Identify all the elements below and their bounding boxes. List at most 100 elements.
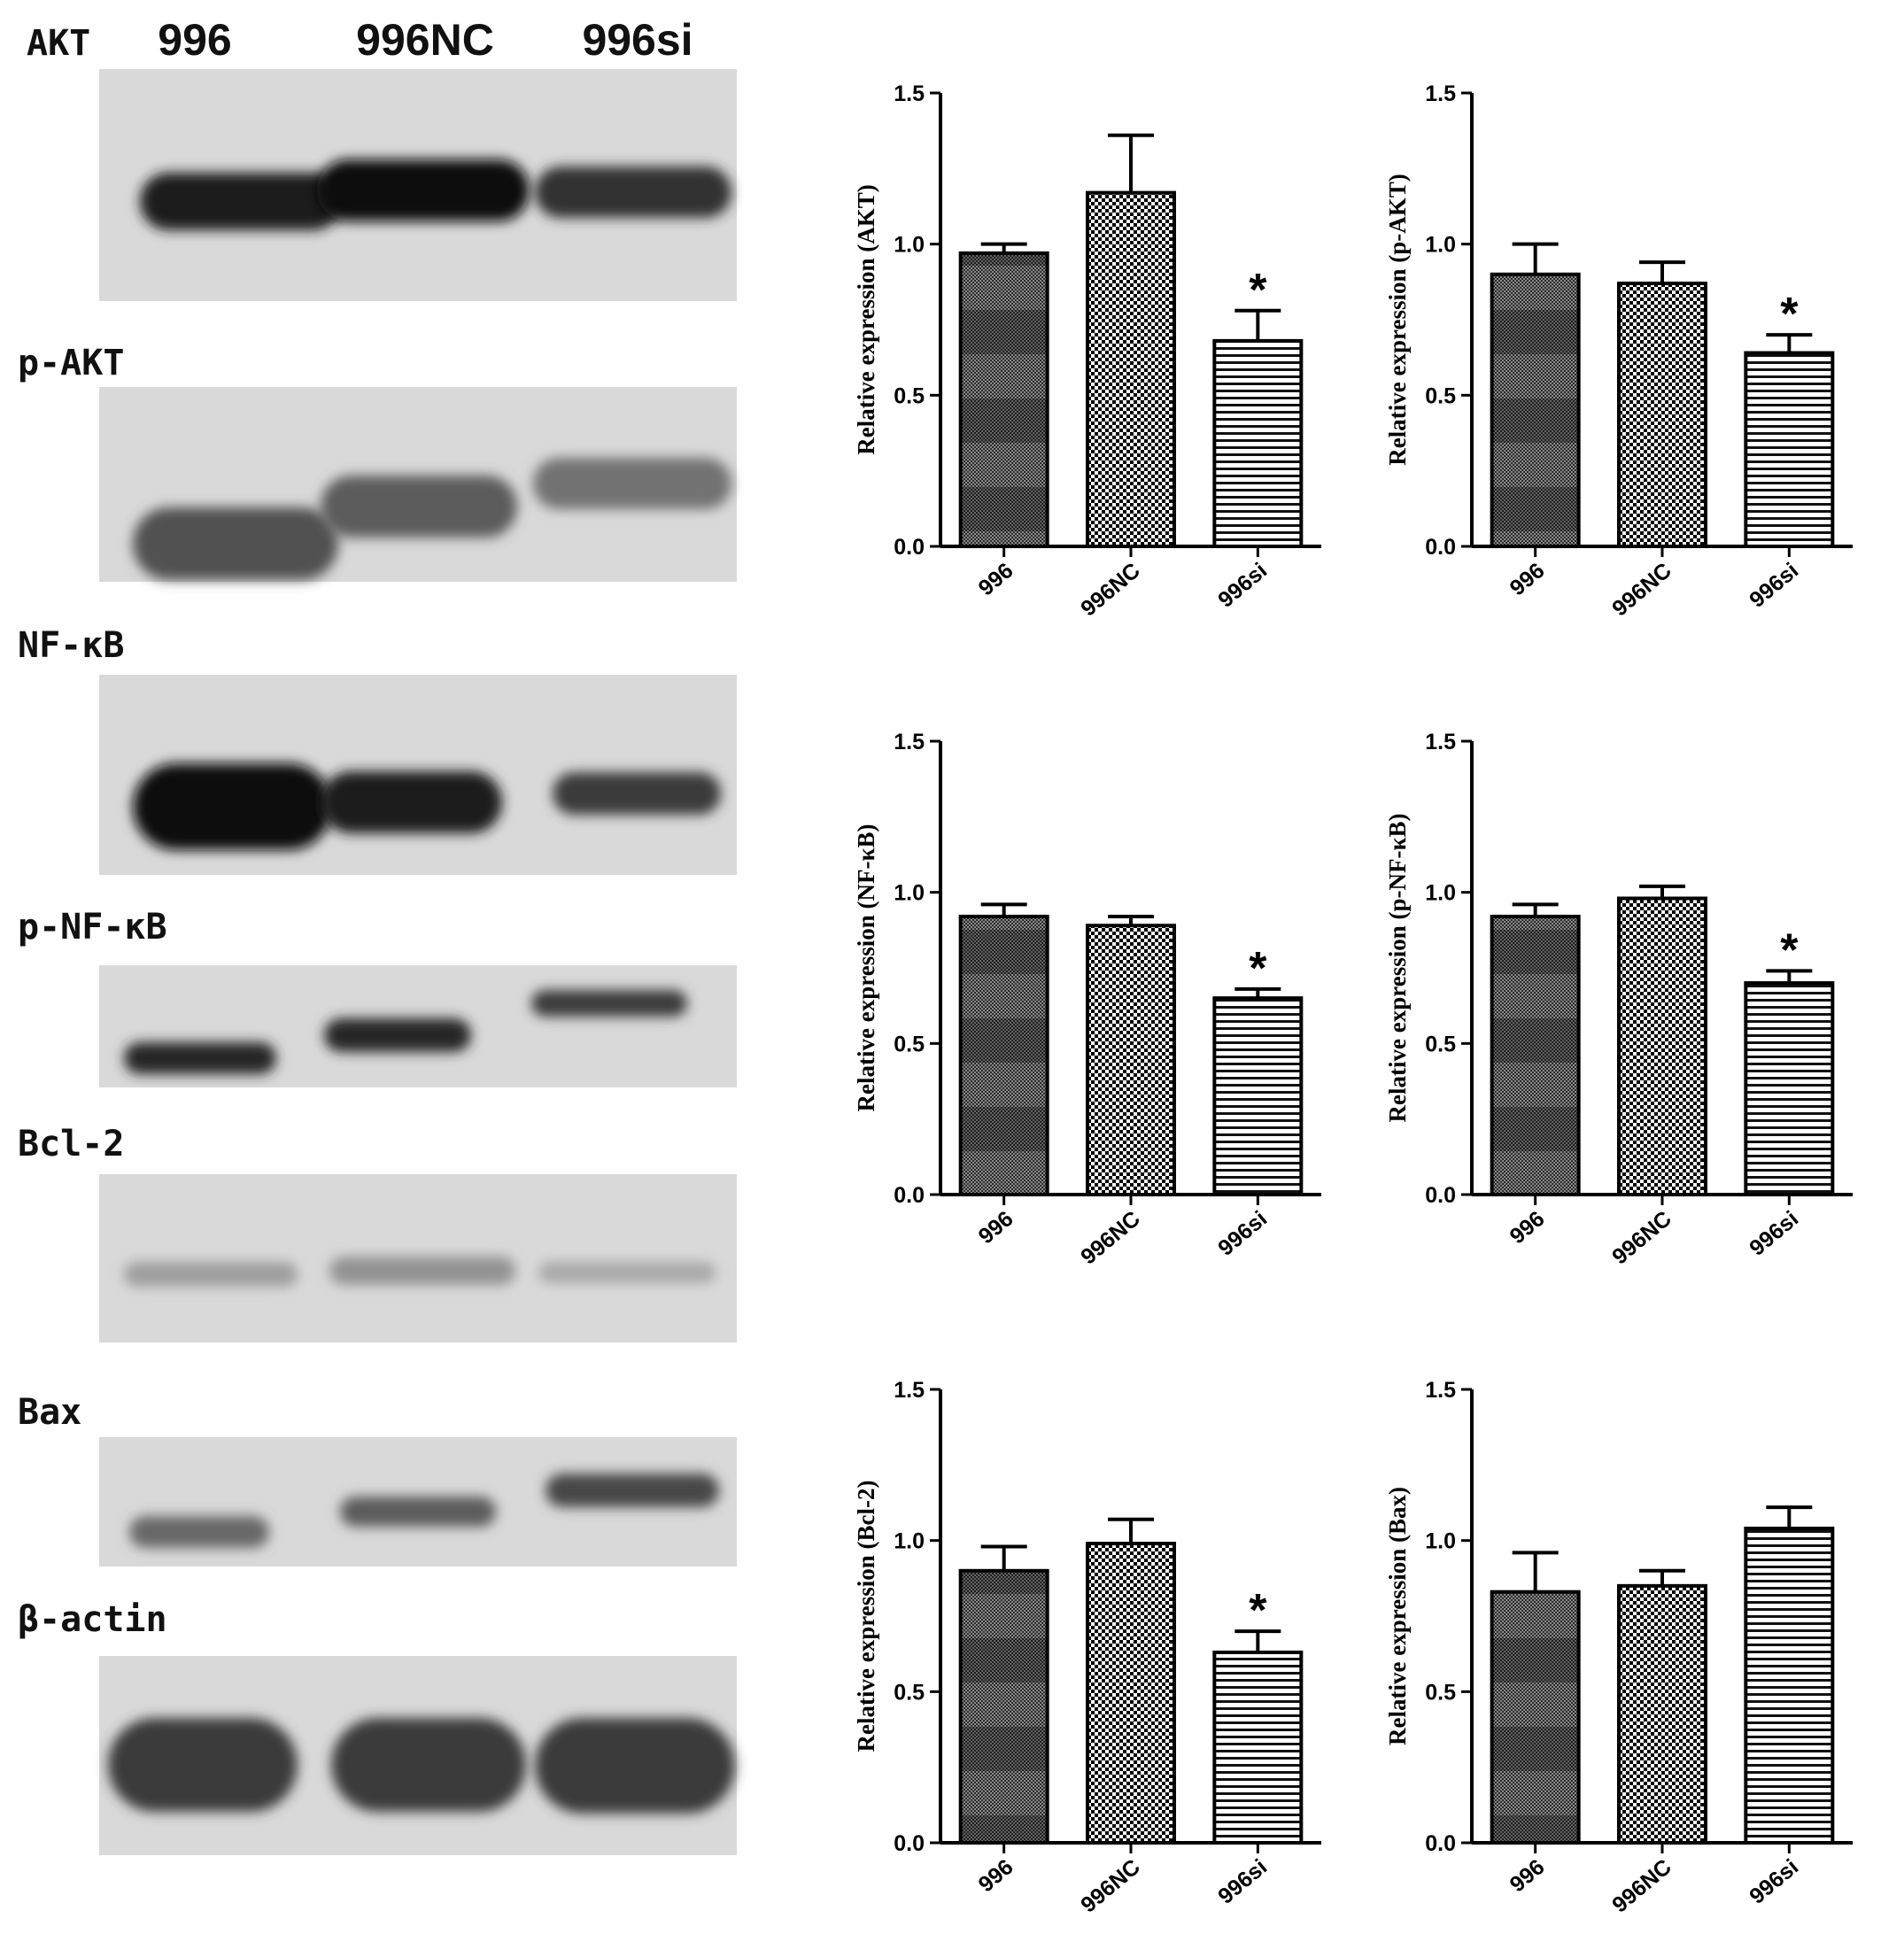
- chart-nf-kb: 0.0 0.5 1.0 1.5 Relative expression (NF-κB) 9…: [853, 730, 1321, 1270]
- y-tick-label-p-akt: 1.5: [1425, 81, 1456, 106]
- y-tick-label-p-akt: 1.0: [1425, 233, 1456, 258]
- y-tick-label-p-nf-kb: 1.0: [1425, 881, 1456, 906]
- bar-charts-figure: 0.0 0.5 1.0 1.5 Relative expression (AKT) 996…: [853, 81, 1853, 1918]
- bar-shading-bcl-2-996: [960, 1570, 1048, 1843]
- significance-marker-p-akt-996si: *: [1780, 289, 1799, 340]
- blot-band-nf-kb-996nc: [321, 771, 502, 833]
- blot-band-beta-actin-996nc: [331, 1718, 526, 1812]
- bar-akt-996si: [1214, 340, 1302, 546]
- bar-bax-996nc: [1619, 1585, 1706, 1843]
- y-axis-title-bcl-2: Relative expression (Bcl-2): [853, 1481, 879, 1752]
- y-axis-title-akt: Relative expression (AKT): [853, 184, 879, 454]
- x-tick-label-bcl-2-996nc: 996NC: [1076, 1854, 1145, 1917]
- bar-nf-kb-996si: [1214, 998, 1302, 1195]
- blot-band-p-akt-996nc: [321, 476, 517, 538]
- x-tick-label-p-nf-kb-996: 996: [1505, 1206, 1550, 1249]
- blot-band-beta-actin-996si: [535, 1718, 735, 1814]
- x-tick-label-bcl-2-996: 996: [974, 1854, 1018, 1897]
- chart-bax: 0.0 0.5 1.0 1.5 Relative expression (Bax) 996…: [1384, 1378, 1853, 1918]
- bar-shading-p-akt-996: [1491, 274, 1579, 546]
- blot-band-p-nf-kb-996: [124, 1042, 276, 1074]
- bar-nf-kb-996nc: [1087, 925, 1174, 1195]
- bar-akt-996nc: [1087, 192, 1174, 546]
- blot-band-nf-kb-996si: [553, 772, 721, 815]
- y-axis-title-p-nf-kb: Relative expression (p-NF-κB): [1384, 814, 1411, 1123]
- chart-p-akt: 0.0 0.5 1.0 1.5 Relative expression (p-AKT) 9…: [1384, 81, 1853, 622]
- bar-bax-996si: [1745, 1528, 1833, 1843]
- chart-bcl-2: 0.0 0.5 1.0 1.5 Relative expression (Bcl-2) 9…: [853, 1378, 1321, 1918]
- significance-marker-bcl-2-996si: *: [1249, 1585, 1267, 1636]
- x-tick-label-bax-996: 996: [1505, 1854, 1550, 1897]
- x-tick-label-p-nf-kb-996si: 996si: [1745, 1206, 1803, 1261]
- x-tick-label-p-akt-996nc: 996NC: [1607, 558, 1676, 621]
- x-tick-label-p-nf-kb-996nc: 996NC: [1607, 1206, 1676, 1269]
- y-tick-label-p-nf-kb: 0.5: [1425, 1032, 1456, 1056]
- chart-akt: 0.0 0.5 1.0 1.5 Relative expression (AKT) 996…: [853, 81, 1321, 622]
- blot-band-akt-996si: [535, 166, 731, 218]
- y-tick-label-nf-kb: 1.0: [894, 881, 925, 906]
- blot-band-akt-996nc: [317, 159, 530, 221]
- x-tick-label-akt-996si: 996si: [1213, 558, 1272, 613]
- blot-label-bcl-2: Bcl-2: [18, 1124, 124, 1164]
- x-tick-label-p-akt-996si: 996si: [1745, 558, 1803, 613]
- blot-band-akt-996: [140, 173, 342, 230]
- significance-marker-akt-996si: *: [1249, 265, 1267, 316]
- y-tick-label-nf-kb: 0.0: [894, 1183, 925, 1208]
- y-tick-label-akt: 0.0: [894, 535, 925, 560]
- bar-shading-akt-996: [960, 252, 1048, 546]
- y-tick-label-bcl-2: 1.5: [894, 1378, 925, 1403]
- y-tick-label-akt: 1.0: [894, 233, 925, 258]
- y-tick-label-bax: 1.5: [1425, 1378, 1456, 1403]
- y-tick-label-bcl-2: 1.0: [894, 1529, 925, 1554]
- y-tick-label-p-nf-kb: 0.0: [1425, 1183, 1456, 1208]
- x-tick-label-bax-996si: 996si: [1745, 1854, 1803, 1909]
- y-tick-label-akt: 1.5: [894, 81, 925, 106]
- blot-label-nf-kb: NF-κB: [18, 625, 124, 666]
- bar-charts-panel: 0.0 0.5 1.0 1.5 Relative expression (AKT) 996…: [797, 0, 1904, 1930]
- x-tick-label-nf-kb-996si: 996si: [1213, 1206, 1272, 1261]
- bar-bcl-2-996nc: [1087, 1543, 1174, 1843]
- bar-bcl-2-996si: [1214, 1652, 1302, 1843]
- blot-label-bax: Bax: [18, 1392, 81, 1433]
- y-tick-label-p-akt: 0.0: [1425, 535, 1456, 560]
- significance-marker-nf-kb-996si: *: [1249, 943, 1267, 994]
- x-tick-label-bcl-2-996si: 996si: [1213, 1854, 1272, 1909]
- blot-band-bax-996: [129, 1516, 269, 1548]
- y-tick-label-nf-kb: 1.5: [894, 730, 925, 754]
- blot-band-bax-996nc: [340, 1497, 496, 1527]
- y-tick-label-nf-kb: 0.5: [894, 1032, 925, 1056]
- x-tick-label-bax-996nc: 996NC: [1607, 1854, 1676, 1917]
- y-axis-title-nf-kb: Relative expression (NF-κB): [853, 824, 879, 1112]
- lane-label-996nc: 996NC: [356, 15, 494, 65]
- y-tick-label-bax: 1.0: [1425, 1529, 1456, 1554]
- x-tick-label-akt-996: 996: [974, 558, 1018, 600]
- x-tick-label-akt-996nc: 996NC: [1076, 558, 1145, 621]
- bar-shading-bax-996: [1491, 1591, 1579, 1843]
- blot-band-bcl-2-996si: [538, 1262, 716, 1283]
- y-tick-label-bax: 0.5: [1425, 1680, 1456, 1705]
- blot-band-p-nf-kb-996nc: [324, 1018, 471, 1052]
- blot-label-p-nf-kb: p-NF-κB: [18, 907, 167, 948]
- blot-label-p-akt: p-AKT: [18, 343, 124, 383]
- bar-p-nf-kb-996si: [1745, 983, 1833, 1195]
- blot-band-p-nf-kb-996si: [531, 990, 687, 1017]
- bar-p-nf-kb-996nc: [1619, 898, 1706, 1195]
- bar-shading-p-nf-kb-996: [1491, 916, 1579, 1195]
- y-axis-title-bax: Relative expression (Bax): [1384, 1487, 1411, 1745]
- blot-band-bax-996si: [546, 1474, 719, 1507]
- x-tick-label-p-akt-996: 996: [1505, 558, 1550, 600]
- blot-band-p-akt-996: [133, 507, 338, 580]
- western-blot-panel: 996 996NC 996si AKT p-AKT NF-κB p-NF-κB Bcl-2 Ba…: [0, 0, 797, 1930]
- blot-band-nf-kb-996: [133, 763, 332, 850]
- western-blot-figure: 996 996NC 996si AKT p-AKT NF-κB p-NF-κB Bcl-2 Ba…: [18, 15, 737, 1855]
- bar-p-akt-996si: [1745, 352, 1833, 546]
- y-tick-label-bcl-2: 0.5: [894, 1680, 925, 1705]
- blot-band-p-akt-996si: [533, 458, 731, 509]
- y-tick-label-bax: 0.0: [1425, 1831, 1456, 1856]
- blot-label-akt: AKT: [27, 23, 90, 64]
- y-axis-title-p-akt: Relative expression (p-AKT): [1384, 174, 1411, 465]
- blot-label-beta-actin: β-actin: [18, 1599, 167, 1640]
- y-tick-label-akt: 0.5: [894, 383, 925, 408]
- significance-marker-p-nf-kb-996si: *: [1780, 924, 1799, 976]
- blot-band-beta-actin-996: [108, 1718, 298, 1812]
